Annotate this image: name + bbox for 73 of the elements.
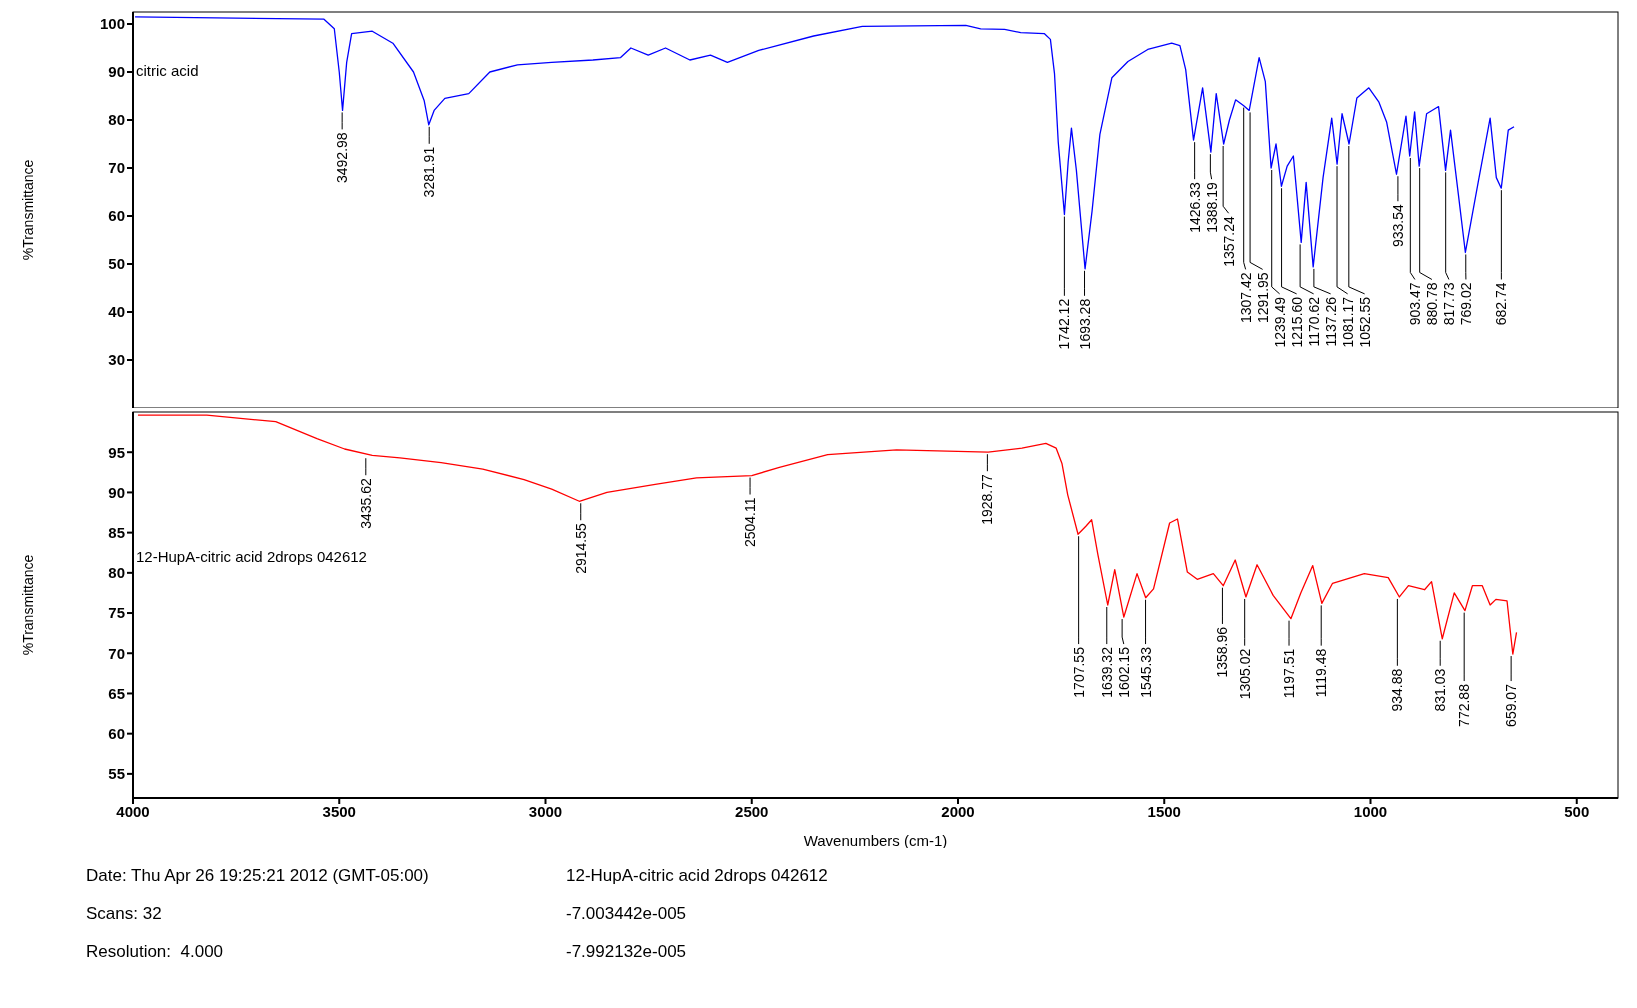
annotation: 1137.26 — [1322, 296, 1339, 347]
annotation: 1215.60 — [1288, 296, 1305, 348]
text: Scans: 32 — [86, 904, 163, 924]
annotation: 682.74 — [1493, 282, 1510, 326]
y-tick-label: 60 — [108, 207, 125, 225]
text: 12-HupA-citric acid 2drops 042612 — [136, 548, 367, 565]
annotation: 1197.51 — [1281, 648, 1298, 699]
text: Resolution: 4.000 — [86, 942, 225, 962]
annotation: 1928.77 — [979, 474, 996, 525]
text: -7.992132e-005 — [566, 942, 688, 962]
annotation: 1545.33 — [1137, 646, 1154, 698]
text: 12-HupA-citric acid 2drops 042612 — [566, 866, 829, 886]
annotation: 659.07 — [1503, 683, 1520, 727]
y-tick-label: 80 — [108, 564, 125, 582]
y-tick-label: 85 — [108, 523, 125, 541]
annotation: 831.03 — [1432, 668, 1449, 712]
annotation: 2914.55 — [572, 523, 589, 574]
annotation: 1307.42 — [1237, 272, 1254, 324]
annotation: 1052.55 — [1356, 296, 1373, 348]
annotation: 1742.12 — [1056, 298, 1073, 350]
annotation: 903.47 — [1406, 282, 1423, 326]
x-tick-label: 2000 — [941, 802, 975, 820]
annotation: 1639.32 — [1098, 646, 1115, 698]
annotation: 2504.11 — [742, 497, 759, 548]
y-tick-label: 100 — [99, 15, 125, 33]
annotation: 817.73 — [1440, 282, 1457, 326]
annotation: 3435.62 — [357, 478, 374, 529]
y-tick-label: 90 — [108, 63, 125, 81]
y-tick-label: 75 — [108, 604, 125, 622]
y-tick-label: 55 — [108, 765, 125, 783]
y-tick-label: 40 — [108, 303, 125, 321]
y-tick-label: 70 — [108, 159, 125, 177]
line-series — [134, 16, 1515, 270]
text: citric acid — [136, 62, 199, 79]
x-tick-label: 3000 — [528, 802, 563, 820]
y-tick-label: 60 — [108, 724, 125, 742]
y-tick-label: 90 — [108, 483, 125, 501]
x-tick-label: 500 — [1564, 802, 1590, 820]
x-tick-label: 3500 — [322, 802, 356, 820]
annotation: 934.88 — [1389, 668, 1406, 712]
annotation: 1602.15 — [1115, 646, 1132, 698]
annotation: 769.02 — [1457, 282, 1474, 326]
annotation: 1081.17 — [1339, 296, 1356, 348]
annotation: 1119.48 — [1313, 648, 1330, 698]
x-tick-label: 2500 — [735, 802, 769, 820]
annotation: 1305.02 — [1236, 648, 1253, 700]
annotation: 1693.28 — [1076, 298, 1093, 350]
annotation: 1707.55 — [1070, 646, 1087, 698]
y-tick-label: 65 — [108, 684, 125, 702]
annotation: 1291.95 — [1254, 272, 1271, 324]
annotation: 1357.24 — [1220, 216, 1237, 267]
x-tick-label: 1000 — [1353, 802, 1388, 820]
annotation: 1358.96 — [1214, 626, 1231, 678]
text: -7.003442e-005 — [566, 904, 688, 924]
y-tick-label: 95 — [108, 443, 125, 461]
y-axis-title: %Transmittance — [19, 159, 36, 261]
y-tick-label: 80 — [108, 111, 125, 129]
y-tick-label: 50 — [108, 255, 125, 273]
text: Date: Thu Apr 26 19:25:21 2012 (GMT-05:00) — [86, 866, 430, 886]
annotation: 1170.62 — [1305, 296, 1322, 347]
annotation: 3281.91 — [421, 146, 438, 198]
y-tick-label: 30 — [108, 351, 125, 369]
y-tick-label: 70 — [108, 644, 125, 662]
annotation: 1426.33 — [1186, 181, 1203, 233]
annotation: 933.54 — [1389, 204, 1406, 248]
annotation: 3492.98 — [334, 132, 351, 184]
x-tick-label: 1500 — [1147, 802, 1181, 820]
y-axis-title: %Transmittance — [19, 554, 36, 656]
annotation: 1388.19 — [1203, 181, 1220, 233]
annotation: 880.78 — [1423, 282, 1440, 326]
annotation: 772.88 — [1456, 683, 1473, 727]
annotation: 1239.49 — [1271, 296, 1288, 348]
x-tick-label: 4000 — [116, 802, 150, 820]
